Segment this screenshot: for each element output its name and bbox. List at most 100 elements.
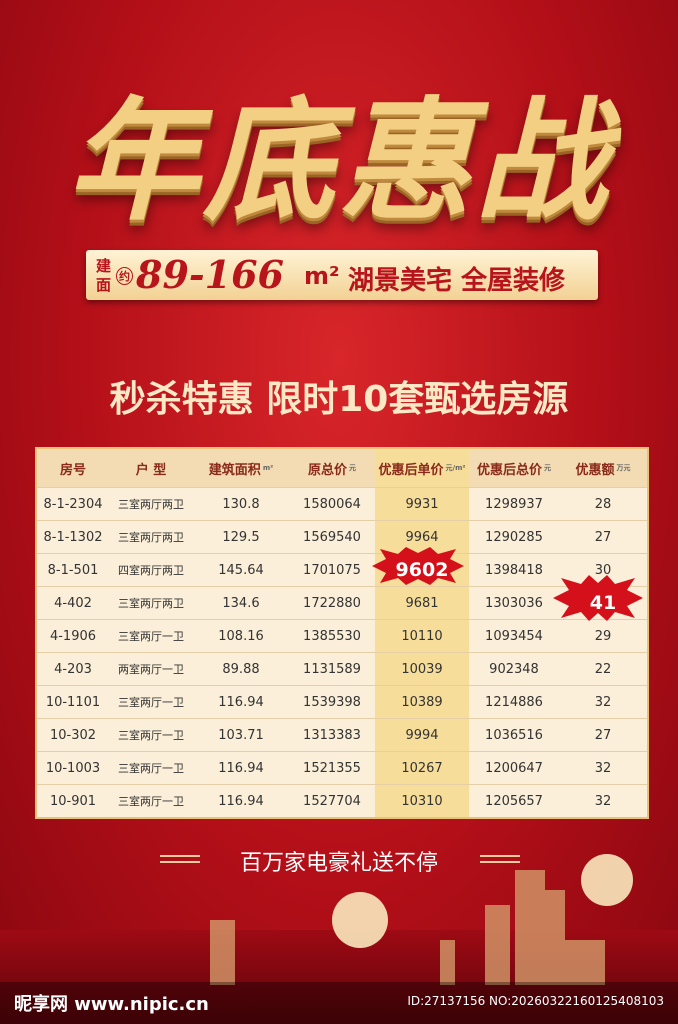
table-cell: 32	[559, 752, 647, 784]
badge-tagline: 湖景美宅 全屋装修	[348, 266, 566, 296]
cell-text: 116.94	[218, 793, 264, 809]
header-unit: m²	[262, 464, 274, 472]
cell-text: 902348	[489, 661, 539, 677]
table-cell: 1036516	[469, 719, 559, 751]
footer-bar: 昵享网 www.nipic.cn ID:27137156 NO:20260322…	[0, 982, 678, 1024]
header-cell: 优惠额 万元	[559, 449, 647, 487]
cell-text: 27	[594, 727, 612, 743]
table-cell: 10310	[375, 785, 469, 817]
cell-text: 10039	[401, 661, 443, 677]
table-cell: 902348	[469, 653, 559, 685]
table-cell: 三室两厅一卫	[109, 719, 193, 751]
table-cell: 89.88	[193, 653, 289, 685]
table-cell: 10-302	[37, 719, 109, 751]
table-cell: 三室两厅两卫	[109, 488, 193, 520]
cell-text: 103.71	[218, 727, 264, 743]
table-cell: 8-1-2304	[37, 488, 109, 520]
cell-text: 三室两厅一卫	[118, 630, 184, 643]
cell-text: 10389	[401, 694, 443, 710]
cell-text: 8-1-501	[47, 562, 99, 578]
cell-text: 1580064	[303, 496, 361, 512]
header-unit: 万元	[616, 464, 631, 472]
cell-text: 4-1906	[49, 628, 97, 644]
table-cell: 三室两厅一卫	[109, 620, 193, 652]
cell-text: 1036516	[485, 727, 543, 743]
table-cell: 4-402	[37, 587, 109, 619]
table-cell: 41	[559, 587, 647, 619]
header-label: 户 型	[135, 462, 167, 478]
badge-range: 89-166	[136, 252, 284, 297]
cell-text: 1303036	[485, 595, 543, 611]
table-cell: 8-1-501	[37, 554, 109, 586]
cell-text: 145.64	[218, 562, 264, 578]
cell-text: 32	[594, 793, 612, 809]
header-row: 房号户 型建筑面积 m² 原总价元优惠后单价 元/m² 优惠后总价元优惠额 万元	[37, 449, 647, 487]
table-cell: 1527704	[289, 785, 375, 817]
table-row: 4-1906 三室两厅一卫 108.16 1385530 10110 1093454 29	[37, 619, 647, 652]
table-cell: 1313383	[289, 719, 375, 751]
table-cell: 四室两厅两卫	[109, 554, 193, 586]
table-cell: 三室两厅两卫	[109, 587, 193, 619]
table-cell: 1093454	[469, 620, 559, 652]
table-cell: 32	[559, 785, 647, 817]
table-cell: 10-901	[37, 785, 109, 817]
cell-text: 四室两厅两卫	[118, 564, 184, 577]
cell-text: 10-901	[49, 793, 97, 809]
table-cell: 103.71	[193, 719, 289, 751]
badge-prefix: 面	[96, 276, 112, 294]
slogan-rules	[160, 855, 520, 863]
cell-text: 4-203	[54, 661, 92, 677]
badge-prefix: 建	[96, 257, 112, 275]
table-cell: 1722880	[289, 587, 375, 619]
table-cell: 145.64	[193, 554, 289, 586]
table-cell: 22	[559, 653, 647, 685]
cell-text: 10110	[401, 628, 443, 644]
header-label: 建筑面积	[208, 462, 261, 478]
cell-text: 1131589	[303, 661, 361, 677]
table-cell: 1214886	[469, 686, 559, 718]
table-cell: 1701075	[289, 554, 375, 586]
cell-text: 10267	[401, 760, 443, 776]
cell-text: 108.16	[218, 628, 264, 644]
cell-text: 1093454	[485, 628, 543, 644]
cell-text: 8-1-1302	[43, 529, 103, 545]
table-cell: 30	[559, 554, 647, 586]
table-cell: 134.6	[193, 587, 289, 619]
cell-text: 28	[594, 496, 612, 512]
header-label: 优惠后总价	[476, 462, 542, 478]
table-cell: 8-1-1302	[37, 521, 109, 553]
table-cell: 130.8	[193, 488, 289, 520]
table-cell: 1131589	[289, 653, 375, 685]
table-cell: 116.94	[193, 785, 289, 817]
table-cell: 10389	[375, 686, 469, 718]
cell-text: 8-1-2304	[43, 496, 103, 512]
cell-text: 22	[594, 661, 612, 677]
cell-text: 116.94	[218, 694, 264, 710]
table-cell: 三室两厅一卫	[109, 785, 193, 817]
cell-text: 两室两厅一卫	[118, 663, 184, 676]
cell-text: 三室两厅一卫	[118, 696, 184, 709]
header-unit: 元	[544, 464, 551, 472]
table-cell: 116.94	[193, 752, 289, 784]
cell-text: 1205657	[485, 793, 543, 809]
table-cell: 27	[559, 719, 647, 751]
table-cell: 1580064	[289, 488, 375, 520]
table-cell: 1539398	[289, 686, 375, 718]
cell-text: 1200647	[485, 760, 543, 776]
table-cell: 9994	[375, 719, 469, 751]
table-row: 10-1101 三室两厅一卫 116.94 1539398 10389 1214886 32	[37, 685, 647, 718]
cell-text: 三室两厅一卫	[118, 729, 184, 742]
cell-text: 10-1101	[45, 694, 101, 710]
table-cell: 三室两厅一卫	[109, 752, 193, 784]
table-cell: 三室两厅一卫	[109, 686, 193, 718]
table-cell: 两室两厅一卫	[109, 653, 193, 685]
table-cell: 1298937	[469, 488, 559, 520]
table-row: 10-302 三室两厅一卫 103.71 1313383 9994 1036516 27	[37, 718, 647, 751]
header-unit: 元/m²	[445, 464, 466, 472]
table-cell: 29	[559, 620, 647, 652]
table-row: 10-1003 三室两厅一卫 116.94 1521355 10267 1200647 32	[37, 751, 647, 784]
table-row: 4-203 两室两厅一卫 89.88 1131589 10039 902348 22	[37, 652, 647, 685]
cell-text: 30	[594, 562, 612, 578]
cell-text: 9964	[405, 529, 439, 545]
cell-text: 9994	[405, 727, 439, 743]
